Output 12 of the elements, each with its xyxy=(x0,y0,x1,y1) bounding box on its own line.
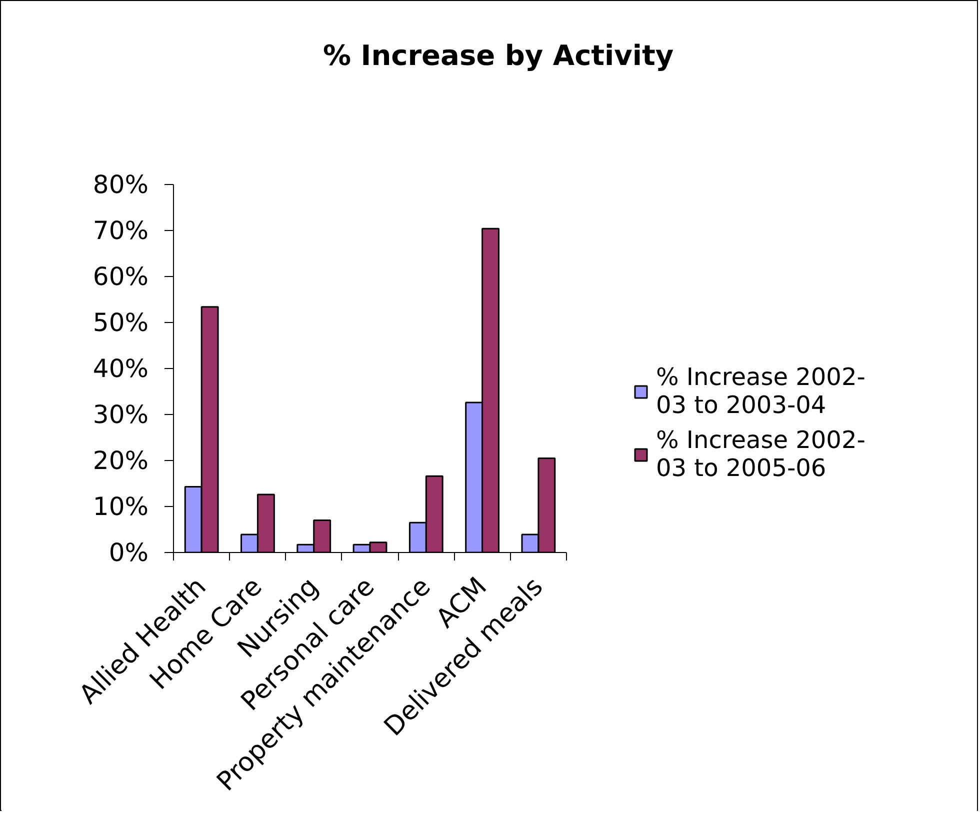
y-tick-label: 70% xyxy=(92,216,149,245)
y-tick-label: 20% xyxy=(92,446,149,475)
y-tick-label: 0% xyxy=(108,538,149,567)
legend-label: % Increase 2002-03 to 2003-04 xyxy=(656,363,866,419)
y-tick-label: 60% xyxy=(92,262,149,291)
y-tick-label: 80% xyxy=(92,170,149,199)
legend-label: % Increase 2002-03 to 2005-06 xyxy=(656,426,866,482)
y-tick-label: 50% xyxy=(92,308,149,337)
y-tick-label: 40% xyxy=(92,354,149,383)
y-tick-label: 30% xyxy=(92,400,149,429)
chart-title: % Increase by Activity xyxy=(323,39,674,73)
y-tick-label: 10% xyxy=(92,492,149,521)
